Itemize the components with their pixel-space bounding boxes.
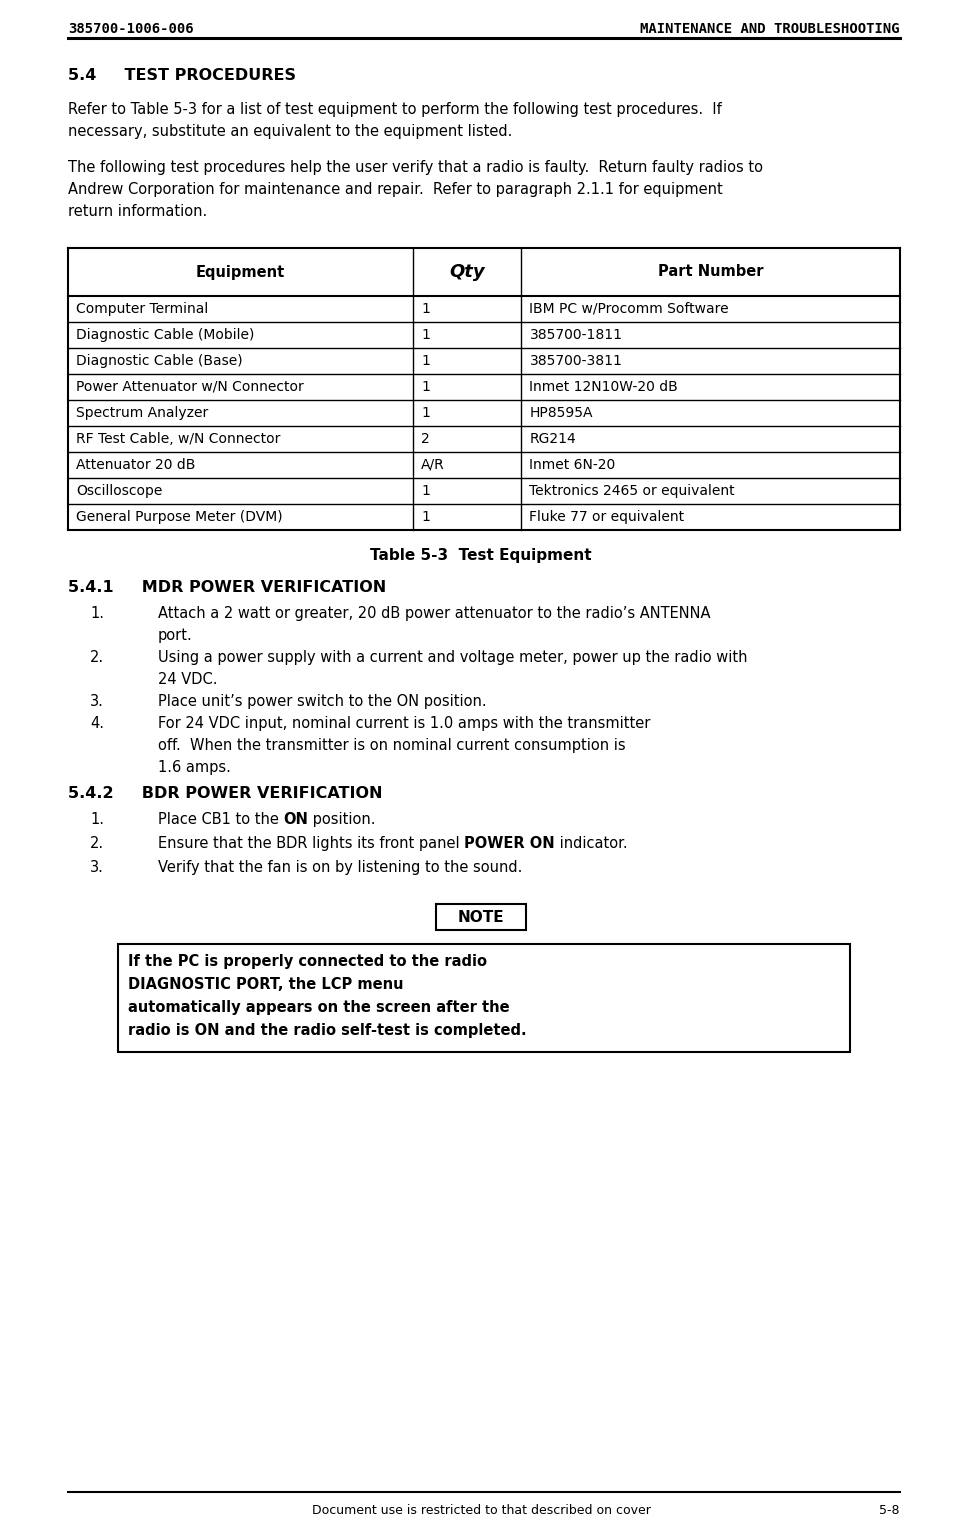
Text: 385700-1006-006: 385700-1006-006 (68, 21, 193, 35)
Text: ON: ON (283, 811, 308, 827)
Text: Inmet 12N10W-20 dB: Inmet 12N10W-20 dB (529, 380, 678, 394)
Text: 2.: 2. (90, 836, 104, 851)
Text: return information.: return information. (68, 204, 207, 219)
Text: HP8595A: HP8595A (529, 407, 592, 420)
Text: NOTE: NOTE (457, 910, 504, 925)
Text: Spectrum Analyzer: Spectrum Analyzer (76, 407, 208, 420)
Text: 5.4     TEST PROCEDURES: 5.4 TEST PROCEDURES (68, 67, 296, 83)
Text: Andrew Corporation for maintenance and repair.  Refer to paragraph 2.1.1 for equ: Andrew Corporation for maintenance and r… (68, 183, 722, 196)
Text: 1.6 amps.: 1.6 amps. (158, 759, 231, 775)
Text: 1: 1 (421, 485, 430, 499)
Text: 385700-3811: 385700-3811 (529, 354, 622, 368)
Text: Verify that the fan is on by listening to the sound.: Verify that the fan is on by listening t… (158, 861, 522, 874)
Text: 4.: 4. (90, 716, 104, 732)
Text: port.: port. (158, 627, 192, 643)
Text: 385700-1811: 385700-1811 (529, 328, 622, 342)
Text: radio is ON and the radio self-test is completed.: radio is ON and the radio self-test is c… (128, 1023, 526, 1039)
Text: RF Test Cable, w/N Connector: RF Test Cable, w/N Connector (76, 433, 280, 446)
Text: Diagnostic Cable (Mobile): Diagnostic Cable (Mobile) (76, 328, 254, 342)
Text: Qty: Qty (449, 262, 484, 281)
Text: Attenuator 20 dB: Attenuator 20 dB (76, 459, 195, 472)
Text: DIAGNOSTIC PORT, the LCP menu: DIAGNOSTIC PORT, the LCP menu (128, 977, 403, 992)
Text: 24 VDC.: 24 VDC. (158, 672, 217, 687)
Text: 3.: 3. (90, 861, 104, 874)
Text: necessary, substitute an equivalent to the equipment listed.: necessary, substitute an equivalent to t… (68, 124, 512, 140)
Text: automatically appears on the screen after the: automatically appears on the screen afte… (128, 1000, 509, 1016)
Text: position.: position. (308, 811, 376, 827)
Text: Table 5-3  Test Equipment: Table 5-3 Test Equipment (370, 548, 591, 563)
Text: 1.: 1. (90, 811, 104, 827)
Text: Computer Terminal: Computer Terminal (76, 302, 208, 316)
Text: Part Number: Part Number (657, 264, 763, 279)
Text: Oscilloscope: Oscilloscope (76, 485, 162, 499)
Text: MAINTENANCE AND TROUBLESHOOTING: MAINTENANCE AND TROUBLESHOOTING (640, 21, 899, 35)
Text: 1: 1 (421, 407, 430, 420)
Text: Diagnostic Cable (Base): Diagnostic Cable (Base) (76, 354, 242, 368)
Text: 5.4.1     MDR POWER VERIFICATION: 5.4.1 MDR POWER VERIFICATION (68, 580, 386, 595)
Text: 5.4.2     BDR POWER VERIFICATION: 5.4.2 BDR POWER VERIFICATION (68, 785, 382, 801)
Text: 2: 2 (421, 433, 430, 446)
Text: 1.: 1. (90, 606, 104, 621)
Text: 1: 1 (421, 302, 430, 316)
Text: POWER ON: POWER ON (464, 836, 554, 851)
Text: 1: 1 (421, 354, 430, 368)
Text: If the PC is properly connected to the radio: If the PC is properly connected to the r… (128, 954, 486, 969)
Text: Place CB1 to the: Place CB1 to the (158, 811, 283, 827)
Text: 2.: 2. (90, 650, 104, 666)
Text: Tektronics 2465 or equivalent: Tektronics 2465 or equivalent (529, 485, 734, 499)
Text: 1: 1 (421, 328, 430, 342)
Text: Place unit’s power switch to the ON position.: Place unit’s power switch to the ON posi… (158, 693, 486, 709)
Text: 5-8: 5-8 (878, 1503, 899, 1517)
Text: For 24 VDC input, nominal current is 1.0 amps with the transmitter: For 24 VDC input, nominal current is 1.0… (158, 716, 650, 732)
Text: The following test procedures help the user verify that a radio is faulty.  Retu: The following test procedures help the u… (68, 160, 762, 175)
Text: IBM PC w/Procomm Software: IBM PC w/Procomm Software (529, 302, 728, 316)
Text: Equipment: Equipment (196, 264, 285, 279)
Text: Fluke 77 or equivalent: Fluke 77 or equivalent (529, 509, 684, 525)
Text: Using a power supply with a current and voltage meter, power up the radio with: Using a power supply with a current and … (158, 650, 747, 666)
Bar (118, 943, 850, 1052)
Text: A/R: A/R (421, 459, 445, 472)
Text: off.  When the transmitter is on nominal current consumption is: off. When the transmitter is on nominal … (158, 738, 625, 753)
Text: Attach a 2 watt or greater, 20 dB power attenuator to the radio’s ANTENNA: Attach a 2 watt or greater, 20 dB power … (158, 606, 710, 621)
Text: Refer to Table 5-3 for a list of test equipment to perform the following test pr: Refer to Table 5-3 for a list of test eq… (68, 101, 721, 117)
Text: 3.: 3. (90, 693, 104, 709)
Text: Document use is restricted to that described on cover: Document use is restricted to that descr… (311, 1503, 650, 1517)
Text: General Purpose Meter (DVM): General Purpose Meter (DVM) (76, 509, 283, 525)
Text: 1: 1 (421, 380, 430, 394)
Text: RG214: RG214 (529, 433, 576, 446)
Text: indicator.: indicator. (554, 836, 627, 851)
Text: Ensure that the BDR lights its front panel: Ensure that the BDR lights its front pan… (158, 836, 464, 851)
Text: Power Attenuator w/N Connector: Power Attenuator w/N Connector (76, 380, 304, 394)
Text: Inmet 6N-20: Inmet 6N-20 (529, 459, 615, 472)
Bar (435, 904, 526, 930)
Text: 1: 1 (421, 509, 430, 525)
